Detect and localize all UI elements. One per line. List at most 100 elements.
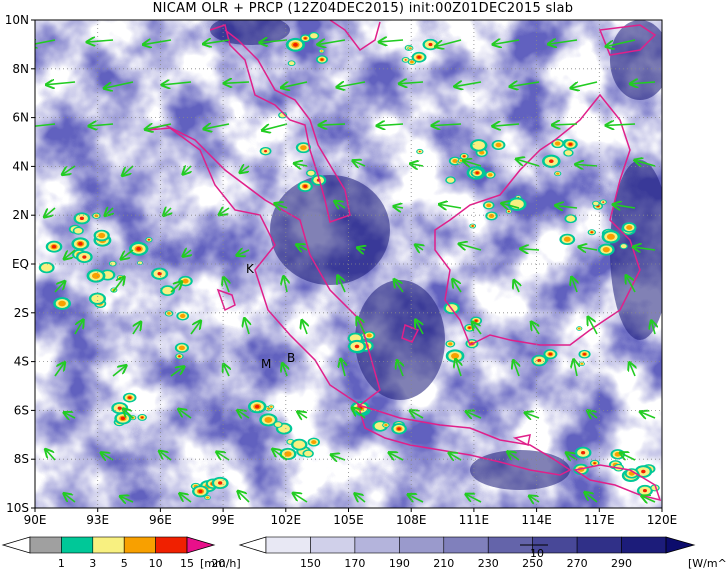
precip-cell xyxy=(82,255,87,259)
precip-cell xyxy=(140,416,144,419)
colorbar-tick-label: 230 xyxy=(478,557,499,570)
lon-label: 114E xyxy=(521,513,552,527)
wind-vectors xyxy=(35,39,656,503)
precip-cell xyxy=(468,326,471,329)
precip-cell xyxy=(463,155,466,158)
longitude-labels: 90E 93E 96E 99E 102E 105E 108E 111E 114E 117E 120E xyxy=(24,508,677,527)
precip-cell xyxy=(79,216,84,221)
wind-arrow xyxy=(238,411,250,418)
wind-arrow xyxy=(180,494,192,503)
precip-cell xyxy=(269,405,273,408)
lat-label: EQ xyxy=(12,257,29,271)
wind-arrow xyxy=(64,413,76,418)
wind-arrow xyxy=(606,39,636,46)
precip-cell xyxy=(128,396,132,399)
wind-arrow xyxy=(260,40,288,43)
map-panel xyxy=(35,20,662,508)
precip-colorbar-high-arrow xyxy=(186,536,216,554)
precip-cell xyxy=(451,352,460,359)
lat-label: 4S xyxy=(14,355,29,369)
precip-cell xyxy=(614,452,621,457)
wind-arrow xyxy=(355,494,366,503)
wind-arrow xyxy=(144,40,172,45)
colorbar-tick-label: 20 xyxy=(211,557,225,570)
lon-label: 102E xyxy=(271,513,302,527)
wind-arrow xyxy=(237,250,250,255)
olr-colorbar-high-arrow xyxy=(665,536,696,554)
wind-arrow xyxy=(282,81,308,88)
precip-cell xyxy=(117,406,122,410)
lat-lon-grid xyxy=(35,20,662,508)
wind-arrow xyxy=(502,203,520,208)
colorbar-segment xyxy=(92,536,125,554)
wind-arrow xyxy=(416,320,424,335)
colorbar-tick-label: 170 xyxy=(344,557,365,570)
colorbar-tick-label: 190 xyxy=(389,557,410,570)
wind-arrow xyxy=(183,166,191,174)
wind-arrow xyxy=(338,276,346,293)
precipitation-field xyxy=(38,31,660,500)
wind-arrow xyxy=(190,321,200,335)
precip-cell xyxy=(606,233,615,240)
precip-cell xyxy=(620,244,627,249)
precip-cell xyxy=(602,201,605,203)
wind-arrow xyxy=(651,321,655,335)
wind-arrow xyxy=(358,248,365,250)
wind-arrow xyxy=(120,496,134,502)
wind-arrow xyxy=(224,364,229,377)
wind-arrow xyxy=(240,166,250,172)
precip-cell xyxy=(475,171,479,175)
lat-label: 8N xyxy=(12,62,29,76)
precip-cell xyxy=(486,203,492,208)
wind-arrow xyxy=(46,450,56,461)
wind-arrow xyxy=(613,205,636,208)
map-letter-k: K xyxy=(246,262,255,276)
wind-arrow xyxy=(635,160,656,166)
wind-arrow xyxy=(87,40,114,42)
precip-cell xyxy=(581,451,586,455)
wind-arrow xyxy=(399,82,424,84)
wind-arrow xyxy=(556,205,578,208)
precip-cell xyxy=(182,278,189,284)
olr-colorbar: 150 170 190 210 230 250 270 290 10 [W/m^2] xyxy=(238,536,726,570)
wind-arrow xyxy=(179,409,192,419)
wind-arrow xyxy=(626,276,636,293)
colorbar-tick-label: 250 xyxy=(522,557,543,570)
wind-arrow xyxy=(642,496,656,502)
precip-cell xyxy=(120,416,126,421)
colorbar-segment xyxy=(123,536,156,554)
wind-arrow xyxy=(64,249,76,259)
wind-arrow xyxy=(357,317,366,335)
wind-arrow xyxy=(571,81,598,88)
precip-cell xyxy=(300,145,307,151)
wind-arrow xyxy=(64,494,76,503)
lon-label: 111E xyxy=(459,513,490,527)
latitude-labels: 10N 8N 6N 4N 2N EQ 2S 4S 6S 8S 10S xyxy=(5,13,35,515)
precip-cell xyxy=(593,462,596,465)
precip-cell xyxy=(304,37,307,40)
wind-arrow xyxy=(63,165,76,174)
lat-label: 10N xyxy=(5,13,29,27)
precip-cell xyxy=(320,58,324,61)
wind-arrow xyxy=(508,452,520,461)
precip-colorbar: 1 3 5 10 15 20 [mm/h] xyxy=(1,536,241,570)
wind-arrow xyxy=(262,123,288,130)
wind-arrow xyxy=(104,81,134,88)
wind-arrow xyxy=(455,82,482,87)
precip-cell xyxy=(417,55,421,59)
wind-arrow xyxy=(112,277,124,293)
island-coast-a xyxy=(216,288,236,312)
wind-arrow xyxy=(112,366,126,377)
precip-cell xyxy=(397,427,402,431)
wind-arrow xyxy=(293,493,308,503)
wind-arrow xyxy=(549,40,578,44)
wind-arrow xyxy=(275,204,288,208)
precip-unit: [mm/h] xyxy=(200,557,241,570)
wind-arrow xyxy=(410,411,424,418)
lesser-sunda-coast xyxy=(573,464,662,502)
precip-cell xyxy=(495,142,502,148)
sumatra-coast xyxy=(147,124,381,406)
wind-arrow xyxy=(35,40,56,45)
wind-arrow xyxy=(516,159,540,167)
wind-arrow xyxy=(513,361,519,377)
